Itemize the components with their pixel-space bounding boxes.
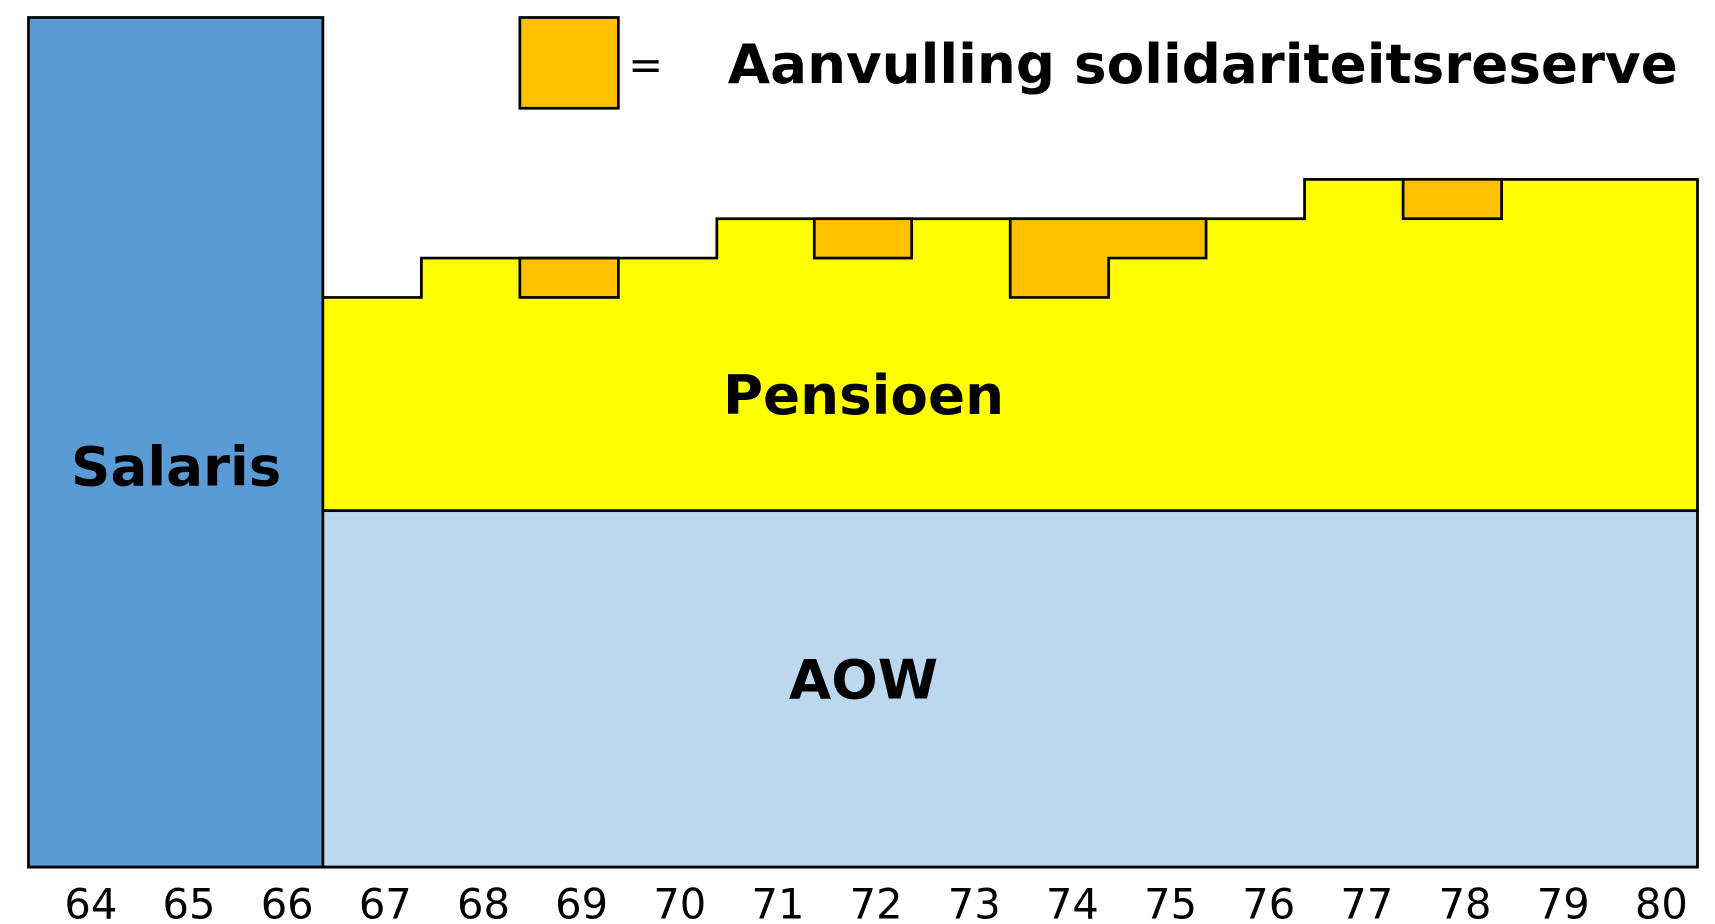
x-tick-label: 73	[948, 880, 1001, 924]
reserve-block	[812, 217, 914, 260]
legend-symbol: =	[628, 40, 663, 89]
x-tick-label: 64	[64, 880, 117, 924]
x-tick-label: 68	[457, 880, 510, 924]
x-tick-label: 70	[653, 880, 706, 924]
x-tick-label: 80	[1635, 880, 1688, 924]
reserve-block	[518, 256, 620, 299]
x-tick-label: 74	[1046, 880, 1099, 924]
x-tick-label: 76	[1242, 880, 1295, 924]
pension-block	[321, 177, 1699, 513]
salary-block	[27, 16, 325, 869]
x-tick-label: 66	[261, 880, 314, 924]
x-tick-label: 72	[850, 880, 903, 924]
x-tick-label: 79	[1537, 880, 1590, 924]
reserve-block	[1401, 177, 1503, 221]
x-tick-label: 71	[751, 880, 804, 924]
x-tick-label: 75	[1144, 880, 1197, 924]
x-tick-label: 77	[1340, 880, 1393, 924]
salary-label: Salaris	[71, 434, 281, 498]
pension-label: Pensioen	[723, 363, 1004, 427]
legend-label: Aanvulling solidariteitsreserve	[728, 32, 1678, 96]
reserve-block	[1008, 217, 1208, 299]
x-tick-label: 67	[359, 880, 412, 924]
x-tick-label: 65	[163, 880, 216, 924]
state-pension-label: AOW	[789, 648, 938, 712]
state-pension-block	[321, 509, 1699, 869]
x-tick-label: 69	[555, 880, 608, 924]
legend-swatch	[518, 16, 620, 110]
x-tick-label: 78	[1439, 880, 1492, 924]
